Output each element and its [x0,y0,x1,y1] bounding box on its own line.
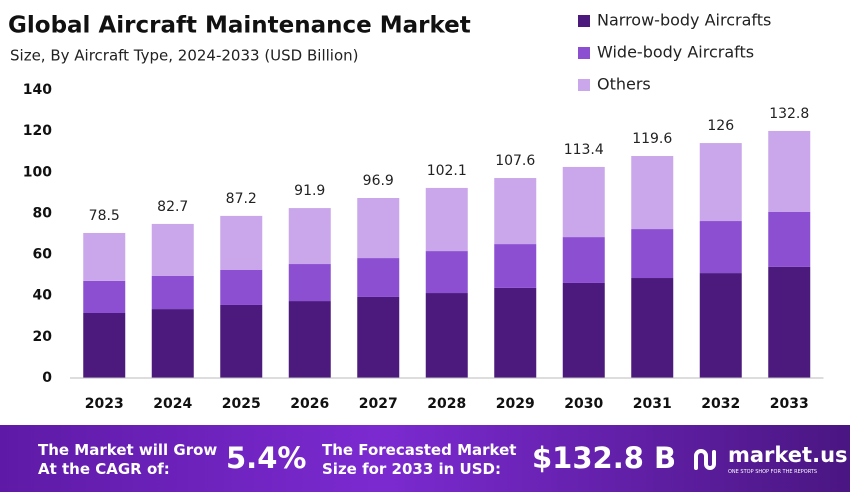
x-tick-label: 2033 [770,396,809,412]
bar-segment [288,264,331,302]
y-tick-label: 140 [23,82,52,98]
bar-segment [220,304,263,378]
bar-segment [357,296,400,378]
x-tick-label: 2029 [496,396,535,412]
x-tick-label: 2032 [701,396,740,412]
total-label: 82.7 [157,199,188,215]
bar-segment [768,266,811,378]
forecast-text: The Forecasted Market Size for 2033 in US… [322,441,516,479]
x-tick-label: 2031 [633,396,672,412]
total-label: 126 [707,118,734,134]
total-label: 132.8 [769,106,809,122]
legend-swatch [578,47,590,59]
bar-segment [151,309,194,378]
bar-segment [562,237,605,283]
y-tick-label: 60 [33,247,53,263]
total-label: 96.9 [363,173,394,189]
total-label: 107.6 [495,153,535,169]
bar-segment [494,244,537,288]
y-tick-label: 20 [33,329,53,345]
forecast-line: The Forecasted Market [322,441,517,459]
total-label: 91.9 [294,183,325,199]
logo-text: market.us [728,443,848,467]
footer: The Market will Grow At the CAGR of: 5.4%… [0,425,850,492]
x-tick-label: 2025 [222,396,261,412]
bar-segment [220,270,263,305]
y-tick-label: 80 [33,205,53,221]
bar-segment [494,287,537,378]
y-tick-label: 40 [33,288,53,304]
bar-segment [425,251,468,294]
total-label: 87.2 [226,191,257,207]
chart: Global Aircraft Maintenance Market Size,… [8,11,824,412]
cagr-line: At the CAGR of: [38,460,170,478]
bar-segment [288,301,331,378]
bar-segment [494,178,537,245]
bar-segment [562,166,605,238]
bar-segment [83,312,126,378]
bar-segment [562,282,605,378]
bar-segment [699,273,742,378]
x-tick-label: 2028 [427,396,466,412]
forecast-line: Size for 2033 in USD: [322,460,501,478]
bar-segment [631,278,674,378]
legend-label: Others [597,75,651,94]
total-label: 113.4 [564,142,604,158]
legend-label: Wide-body Aircrafts [597,43,754,62]
bar-segment [357,198,400,259]
x-tick-label: 2026 [290,396,329,412]
bar-segment [425,293,468,378]
logo-icon [694,449,716,470]
legend-swatch [578,79,590,91]
bar-segment [83,280,126,313]
y-tick-label: 100 [23,164,52,180]
bar-segment [151,223,194,276]
legend-label: Narrow-body Aircrafts [597,11,771,30]
legend-swatch [578,15,590,27]
forecast-value: $132.8 B [532,441,677,475]
bar-segment [768,211,811,267]
bar-segment [425,187,468,252]
bar-segment [699,221,742,274]
total-label: 119.6 [632,131,672,147]
bar-segment [631,156,674,230]
cagr-line: The Market will Grow [38,441,218,459]
bar-segment [220,215,263,270]
cagr-text: The Market will Grow At the CAGR of: [38,441,217,479]
y-tick-label: 120 [23,123,52,139]
y-tick-label: 0 [42,370,52,386]
chart-title: Global Aircraft Maintenance Market [8,13,471,39]
chart-subtitle: Size, By Aircraft Type, 2024-2033 (USD B… [10,47,359,65]
total-label: 78.5 [89,208,120,224]
bar-segment [151,275,194,310]
bar-segment [83,232,126,281]
bar-segment [288,208,331,265]
bar-segment [699,143,742,222]
total-label: 102.1 [427,163,467,179]
bar-segment [631,229,674,279]
x-tick-label: 2023 [85,396,124,412]
x-tick-label: 2027 [359,396,398,412]
x-tick-label: 2030 [564,396,603,412]
logo-tagline: ONE STOP SHOP FOR THE REPORTS [728,469,818,475]
bar-segment [768,130,811,212]
x-tick-label: 2024 [153,396,192,412]
bar-segment [357,258,400,297]
cagr-value: 5.4% [226,441,307,475]
